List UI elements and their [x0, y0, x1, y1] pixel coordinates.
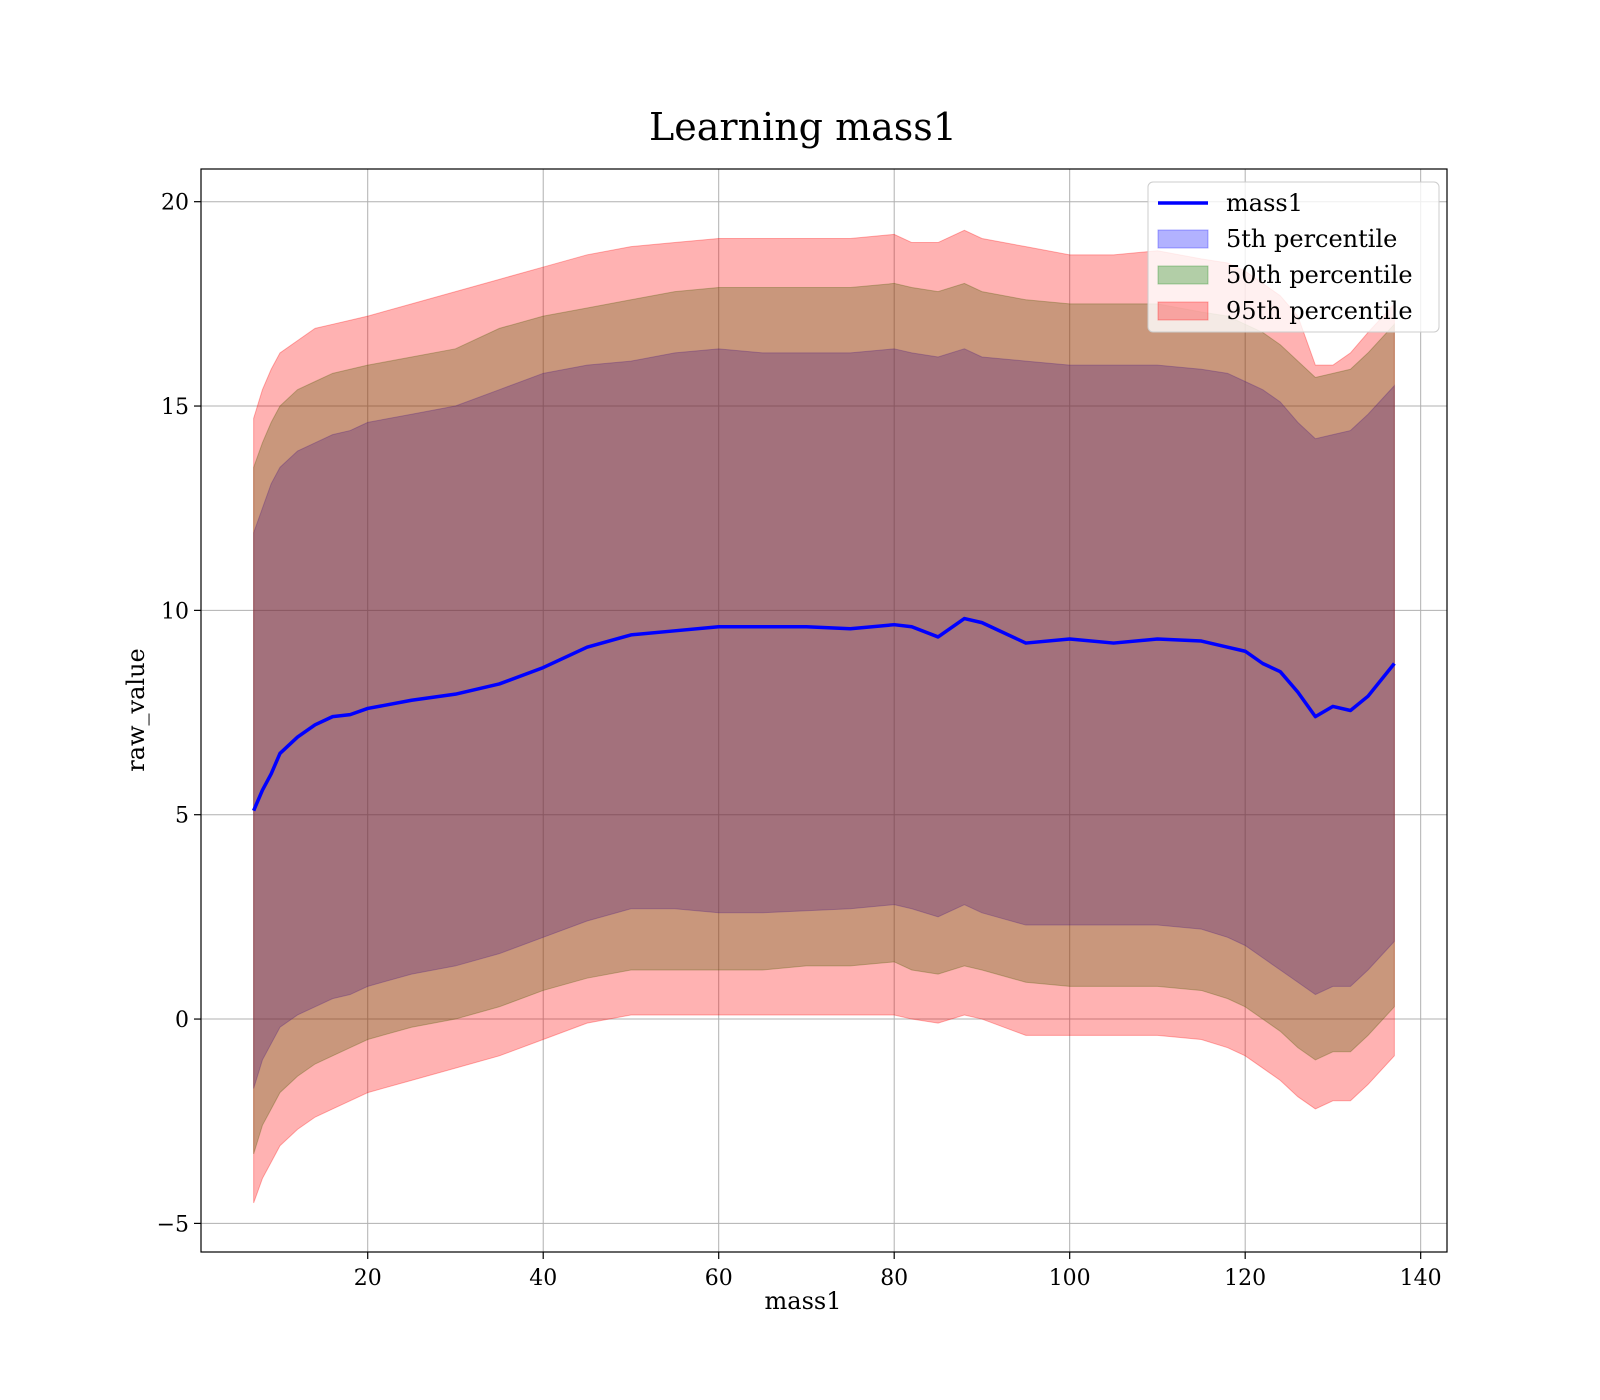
chart-title: Learning mass1 — [649, 105, 957, 149]
x-axis-label: mass1 — [765, 1287, 842, 1315]
legend-label: 50th percentile — [1226, 261, 1413, 289]
y-tick-label: 15 — [161, 395, 189, 420]
band-5th-percentile — [253, 348, 1395, 1089]
series-line-mass1 — [252, 616, 1396, 812]
legend-swatch-patch — [1157, 229, 1209, 249]
legend-label: 95th percentile — [1226, 297, 1413, 325]
x-tick-label: 60 — [705, 1266, 733, 1291]
band-50th-percentile — [253, 282, 1395, 1155]
y-axis-label: raw_value — [122, 648, 150, 772]
x-tick-label: 20 — [354, 1266, 382, 1291]
legend-swatch-patch — [1157, 265, 1209, 285]
y-tick-label: −5 — [157, 1212, 189, 1237]
x-tick-label: 140 — [1400, 1266, 1442, 1291]
band-95th-percentile — [253, 229, 1395, 1204]
x-tick-label: 100 — [1049, 1266, 1091, 1291]
y-tick-label: 0 — [175, 1008, 189, 1033]
series-group — [252, 229, 1396, 1204]
y-tick-label: 5 — [175, 804, 189, 829]
legend-swatch-patch — [1157, 301, 1209, 321]
x-tick-label: 80 — [880, 1266, 908, 1291]
x-tick-label: 40 — [529, 1266, 557, 1291]
plot-frame — [200, 168, 1448, 1253]
x-tick-label: 120 — [1224, 1266, 1266, 1291]
legend: mass1 5th percentile 50th percentile 95th p… — [1147, 181, 1440, 333]
legend-box — [1147, 181, 1440, 333]
legend-label: mass1 — [1226, 189, 1303, 217]
plot-area: 20 40 60 80 100 120 140 −5 0 5 10 15 20 — [157, 168, 1448, 1291]
y-tick-label: 10 — [161, 599, 189, 624]
legend-label: 5th percentile — [1226, 225, 1397, 253]
y-tick-label: 20 — [161, 191, 189, 216]
